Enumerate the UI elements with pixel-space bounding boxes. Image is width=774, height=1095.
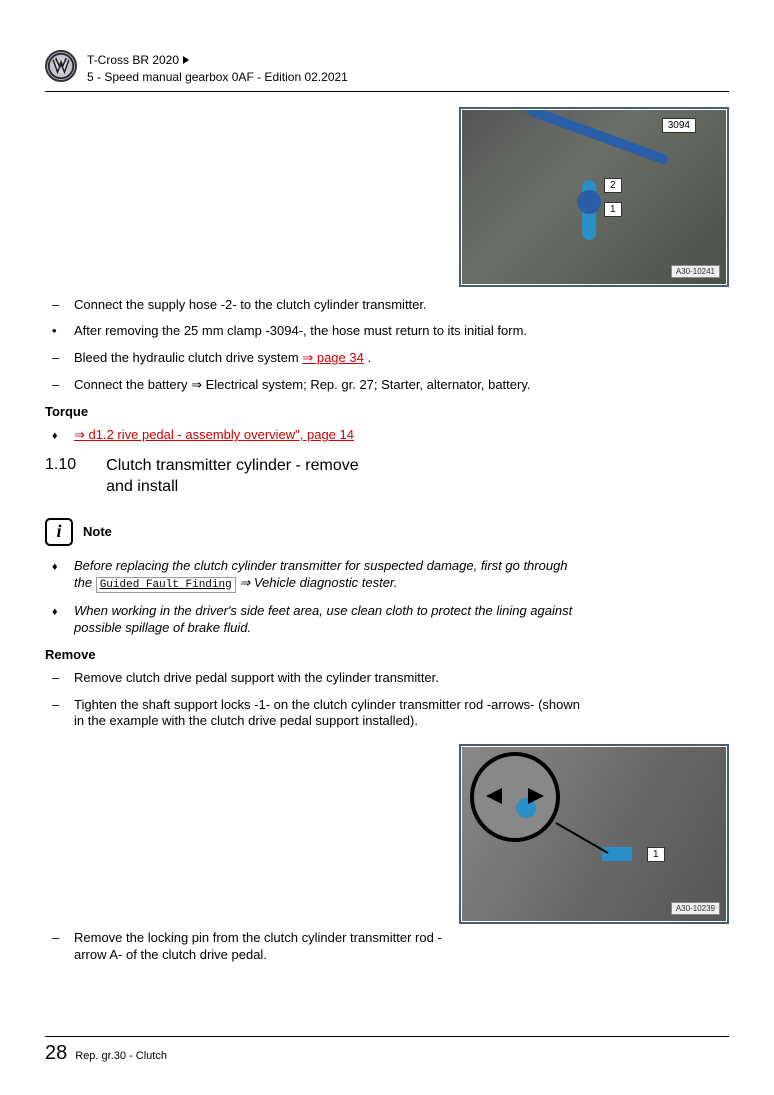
instr-a-3: Connect the battery ⇒ Electrical system;… <box>60 377 585 394</box>
link-page-34[interactable]: ⇒ page 34 <box>302 350 364 365</box>
torque-link-item: ⇒ d1.2 rive pedal - assembly overview", … <box>60 427 729 444</box>
header-model: T-Cross BR 2020 <box>87 52 179 69</box>
instr-b-0: Remove clutch drive pedal support with t… <box>60 670 585 687</box>
torque-list: ⇒ d1.2 rive pedal - assembly overview", … <box>45 427 729 444</box>
figure-1-image: 3094 2 1 A30-10241 <box>462 110 726 284</box>
header-text: T-Cross BR 2020 5 - Speed manual gearbox… <box>87 50 348 86</box>
figure-1-tag-3094: 3094 <box>662 118 696 133</box>
section-title: Clutch transmitter cylinder - remove and… <box>106 456 386 498</box>
boxed-guided-fault: Guided Fault Finding <box>96 577 236 593</box>
figure-1-tag-1: 1 <box>604 202 622 217</box>
note-0: Before replacing the clutch cylinder tra… <box>60 558 585 593</box>
section-heading: 1.10 Clutch transmitter cylinder - remov… <box>45 456 729 498</box>
instructions-a: Connect the supply hose -2- to the clutc… <box>45 297 585 395</box>
figure-2: 1 A30-10239 <box>459 744 729 924</box>
figure-1-code: A30-10241 <box>671 265 720 278</box>
arrow-icon <box>183 56 189 64</box>
figure-2-image: 1 A30-10239 <box>462 747 726 921</box>
instr-a-2: Bleed the hydraulic clutch drive system … <box>60 350 585 367</box>
note-row: i Note <box>45 518 729 546</box>
figure-2-code: A30-10239 <box>671 902 720 915</box>
page-header: T-Cross BR 2020 5 - Speed manual gearbox… <box>45 50 729 92</box>
figure-2-container: 1 A30-10239 <box>459 744 729 924</box>
figure-2-tag-1: 1 <box>647 847 665 862</box>
notes-list: Before replacing the clutch cylinder tra… <box>45 558 585 637</box>
instructions-c: Remove the locking pin from the clutch c… <box>45 930 585 964</box>
section-num: 1.10 <box>45 456 76 498</box>
figure-2-detail-circle <box>470 752 560 842</box>
vw-logo-icon <box>45 50 77 82</box>
figure-1: 3094 2 1 A30-10241 <box>459 107 729 287</box>
link-assembly-overview[interactable]: ⇒ d1.2 rive pedal - assembly overview", … <box>74 427 354 442</box>
figure-1-tag-2: 2 <box>604 178 622 193</box>
header-subtitle: 5 - Speed manual gearbox 0AF - Edition 0… <box>87 69 348 86</box>
instructions-b: Remove clutch drive pedal support with t… <box>45 670 585 731</box>
instr-a-1: After removing the 25 mm clamp -3094-, t… <box>60 323 585 340</box>
instr-b-1: Tighten the shaft support locks -1- on t… <box>60 697 585 731</box>
note-1: When working in the driver's side feet a… <box>60 603 585 637</box>
remove-heading: Remove <box>45 647 729 662</box>
page-footer: 28 Rep. gr.30 - Clutch <box>45 1036 729 1065</box>
page-number: 28 <box>45 1042 67 1065</box>
torque-heading: Torque <box>45 404 729 419</box>
instr-a-0: Connect the supply hose -2- to the clutc… <box>60 297 585 314</box>
note-icon: i <box>45 518 73 546</box>
figure-1-container: 3094 2 1 A30-10241 <box>459 107 729 287</box>
footer-text: Rep. gr.30 - Clutch <box>75 1050 167 1062</box>
note-label: Note <box>83 524 112 539</box>
instr-c-0: Remove the locking pin from the clutch c… <box>60 930 585 964</box>
